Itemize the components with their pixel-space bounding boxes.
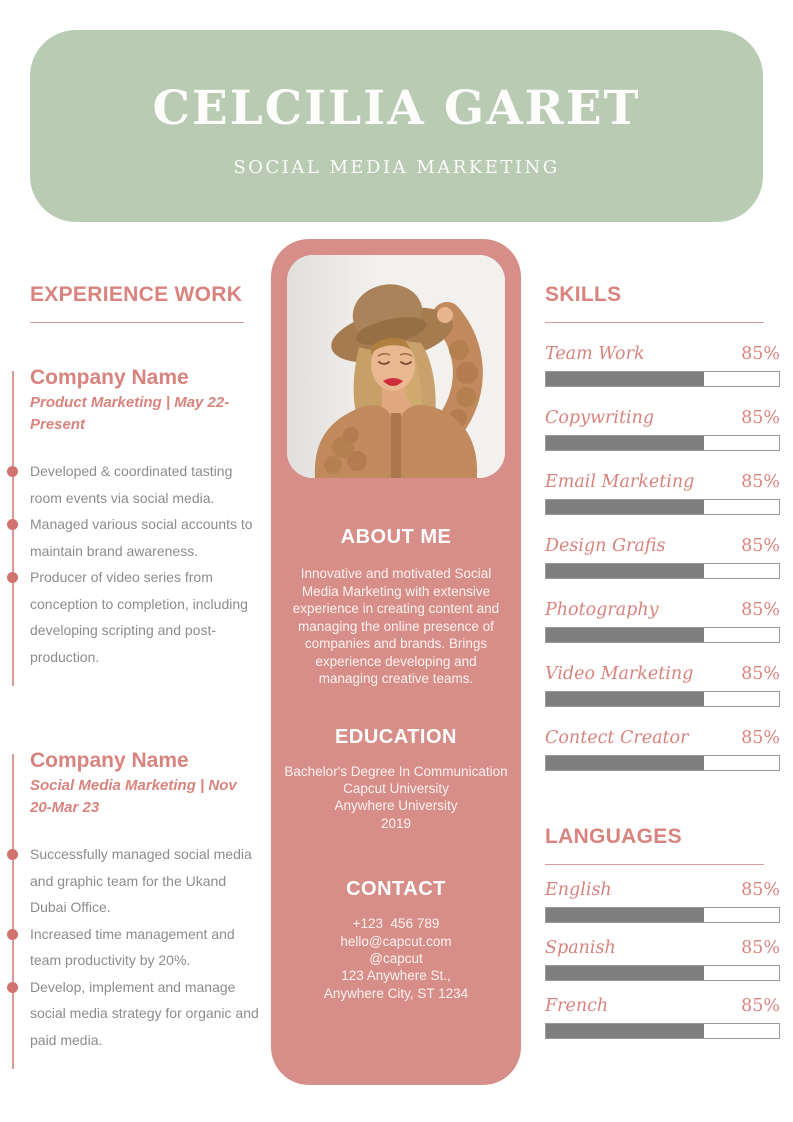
job-bullet: Develop, implement and manage social med… — [7, 974, 260, 1054]
language-label: Spanish — [545, 938, 616, 958]
education-line: Capcut University — [343, 780, 449, 796]
skill-bar — [545, 499, 780, 515]
profile-panel: ABOUT ME Innovative and motivated Social… — [271, 239, 521, 1085]
language-percent: 85% — [741, 880, 780, 900]
contact-address-1: 123 Anywhere St., — [341, 968, 451, 984]
job-bullet: Developed & coordinated tasting room eve… — [7, 458, 260, 511]
contact-title: CONTACT — [346, 878, 446, 901]
language-bar — [545, 965, 780, 981]
languages-section: LANGUAGES English 85% Spanish 85% French 85… — [545, 825, 780, 1039]
face-shape — [371, 339, 415, 391]
language-item: English 85% — [545, 880, 780, 923]
language-bar-fill — [546, 908, 705, 922]
language-item: Spanish 85% — [545, 938, 780, 981]
experience-divider — [30, 322, 244, 323]
language-bar-fill — [546, 1024, 705, 1038]
job-entry-2: Company Name Social Media Marketing | No… — [7, 748, 260, 1069]
skill-percent: 85% — [741, 664, 780, 684]
skill-bar — [545, 755, 780, 771]
language-bar — [545, 1023, 780, 1039]
languages-divider — [545, 864, 764, 865]
education-title: EDUCATION — [335, 725, 457, 748]
contact-handle: @capcut — [369, 950, 423, 966]
skill-item: Email Marketing 85% — [545, 472, 780, 515]
education-line: 2019 — [380, 815, 412, 831]
skill-label: Copywriting — [545, 408, 655, 428]
skill-item: Copywriting 85% — [545, 408, 780, 451]
skill-percent: 85% — [741, 728, 780, 748]
language-percent: 85% — [741, 996, 780, 1016]
about-body: Innovative and motivated Social Media Ma… — [292, 566, 500, 686]
profile-photo — [287, 255, 505, 478]
skill-label: Design Grafis — [545, 536, 666, 556]
skills-divider — [545, 322, 764, 323]
education-lines: Bachelor's Degree In Communication Capcu… — [271, 763, 521, 833]
skills-section: SKILLS Team Work 85% Copywriting 85% Email… — [545, 283, 780, 1039]
skill-bar — [545, 371, 780, 387]
skill-bar — [545, 435, 780, 451]
skill-percent: 85% — [741, 536, 780, 556]
person-role: SOCIAL MEDIA MARKETING — [233, 157, 560, 179]
contact-email: hello@capcut.com — [340, 933, 452, 949]
skill-label: Email Marketing — [545, 472, 695, 492]
person-name: CELCILIA GARET — [152, 80, 641, 136]
job-bullet: Managed various social accounts to maint… — [7, 511, 260, 564]
skill-percent: 85% — [741, 344, 780, 364]
contact-lines: +123 456 789 hello@capcut.com @capcut 12… — [271, 915, 521, 1002]
language-percent: 85% — [741, 938, 780, 958]
skill-percent: 85% — [741, 472, 780, 492]
skill-item: Video Marketing 85% — [545, 664, 780, 707]
skill-bar-fill — [546, 372, 705, 386]
company-name: Company Name — [30, 749, 189, 772]
skill-bar — [545, 563, 780, 579]
skills-title: SKILLS — [545, 283, 622, 306]
skill-item: Photography 85% — [545, 600, 780, 643]
skill-label: Contect Creator — [545, 728, 689, 748]
language-bar — [545, 907, 780, 923]
company-name: Company Name — [30, 366, 189, 389]
skill-bar-fill — [546, 500, 705, 514]
education-line: Bachelor's Degree In Communication — [284, 763, 508, 779]
job-bullet: Successfully managed social media and gr… — [7, 841, 260, 921]
language-bar-fill — [546, 966, 705, 980]
language-label: English — [545, 880, 612, 900]
skill-item: Design Grafis 85% — [545, 536, 780, 579]
contact-phone: +123 456 789 — [352, 916, 440, 932]
job-bullet: Increased time management and team produ… — [7, 921, 260, 974]
language-label: French — [545, 996, 609, 1016]
skill-bar-fill — [546, 756, 705, 770]
experience-section: EXPERIENCE WORK Company Name Product Mar… — [7, 283, 260, 1069]
job-meta: Product Marketing | May 22-Present — [30, 394, 230, 433]
skill-label: Photography — [545, 600, 659, 620]
skill-percent: 85% — [741, 408, 780, 428]
job-bullet-list: Developed & coordinated tasting room eve… — [7, 458, 260, 670]
skill-bar — [545, 627, 780, 643]
skill-bar-fill — [546, 436, 705, 450]
portrait-illustration — [287, 255, 505, 478]
skill-percent: 85% — [741, 600, 780, 620]
skill-bar — [545, 691, 780, 707]
skill-label: Team Work — [545, 344, 645, 364]
lips-shape — [383, 378, 403, 386]
skill-bar-fill — [546, 692, 705, 706]
skill-item: Team Work 85% — [545, 344, 780, 387]
job-bullet: Producer of video series from conception… — [7, 564, 260, 670]
skill-item: Contect Creator 85% — [545, 728, 780, 771]
experience-title: EXPERIENCE WORK — [30, 283, 243, 306]
contact-address-2: Anywhere City, ST 1234 — [323, 985, 469, 1001]
header-banner: CELCILIA GARET SOCIAL MEDIA MARKETING — [30, 30, 763, 222]
skill-bar-fill — [546, 628, 705, 642]
job-meta: Social Media Marketing | Nov 20-Mar 23 — [30, 777, 237, 816]
language-item: French 85% — [545, 996, 780, 1039]
about-title: ABOUT ME — [340, 526, 452, 548]
skill-bar-fill — [546, 564, 705, 578]
education-line: Anywhere University — [334, 798, 458, 814]
skill-label: Video Marketing — [545, 664, 694, 684]
job-bullet-list: Successfully managed social media and gr… — [7, 841, 260, 1054]
languages-title: LANGUAGES — [545, 825, 682, 848]
job-entry-1: Company Name Product Marketing | May 22-… — [7, 365, 260, 686]
